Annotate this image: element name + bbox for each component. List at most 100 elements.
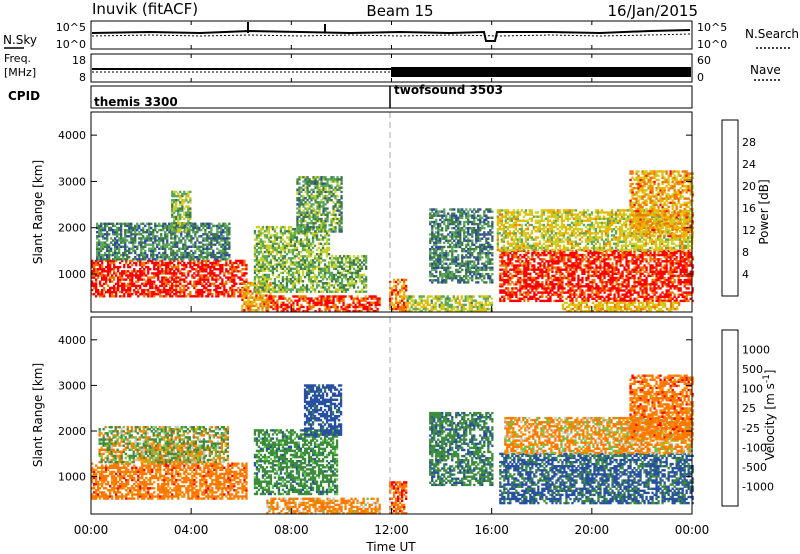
range-time-cell bbox=[305, 236, 309, 239]
range-time-cell bbox=[464, 295, 467, 298]
range-time-cell bbox=[241, 261, 244, 265]
range-time-cell bbox=[138, 258, 141, 261]
range-time-cell bbox=[515, 291, 518, 294]
range-time-cell bbox=[441, 254, 444, 257]
range-time-cell bbox=[196, 224, 199, 228]
noise-right-label: N.Search bbox=[745, 27, 799, 41]
range-time-cell bbox=[241, 274, 244, 277]
range-time-cell bbox=[275, 225, 279, 229]
range-time-cell bbox=[489, 262, 492, 265]
range-time-cell bbox=[519, 262, 522, 265]
range-time-cell bbox=[509, 297, 512, 300]
range-time-cell bbox=[314, 201, 317, 204]
range-time-cell bbox=[186, 226, 189, 230]
range-time-cell bbox=[173, 201, 176, 204]
range-time-cell bbox=[210, 253, 213, 257]
range-time-cell bbox=[459, 220, 462, 224]
range-time-cell bbox=[451, 256, 454, 259]
range-time-cell bbox=[181, 288, 184, 292]
range-time-cell bbox=[325, 290, 329, 293]
range-time-cell bbox=[265, 261, 269, 264]
range-time-cell bbox=[459, 275, 462, 278]
range-time-cell bbox=[321, 282, 325, 285]
range-time-cell bbox=[117, 284, 120, 288]
range-time-cell bbox=[112, 222, 115, 225]
range-time-cell bbox=[171, 261, 174, 265]
range-time-cell bbox=[447, 266, 450, 269]
range-time-cell bbox=[265, 230, 269, 233]
range-time-cell bbox=[235, 265, 238, 269]
range-time-cell bbox=[178, 226, 181, 230]
range-time-cell bbox=[489, 245, 492, 249]
range-time-cell bbox=[317, 253, 321, 256]
range-time-cell bbox=[281, 280, 285, 283]
range-time-cell bbox=[259, 246, 263, 250]
range-time-cell bbox=[489, 247, 492, 251]
range-time-cell bbox=[485, 266, 488, 269]
range-time-cell bbox=[197, 295, 200, 298]
range-time-cell bbox=[199, 293, 202, 296]
range-time-cell bbox=[403, 287, 406, 290]
range-time-cell bbox=[197, 261, 200, 265]
range-time-cell bbox=[465, 272, 468, 276]
range-time-cell bbox=[205, 261, 208, 265]
range-time-cell bbox=[118, 239, 121, 242]
range-time-cell bbox=[289, 242, 293, 245]
range-time-cell bbox=[317, 271, 321, 275]
range-time-cell bbox=[206, 245, 209, 248]
range-time-cell bbox=[291, 263, 295, 266]
range-time-cell bbox=[95, 286, 98, 290]
range-time-cell bbox=[471, 243, 474, 247]
range-time-cell bbox=[438, 303, 441, 307]
range-time-cell bbox=[140, 222, 143, 225]
range-time-cell bbox=[162, 256, 165, 259]
range-time-cell bbox=[201, 263, 204, 267]
range-time-cell bbox=[156, 245, 159, 248]
range-time-cell bbox=[307, 278, 311, 281]
range-time-cell bbox=[255, 296, 258, 299]
range-time-cell bbox=[340, 261, 344, 264]
range-time-cell bbox=[267, 253, 271, 256]
range-time-cell bbox=[356, 273, 360, 277]
range-time-cell bbox=[302, 184, 305, 187]
range-time-cell bbox=[449, 239, 452, 242]
range-time-cell bbox=[436, 309, 439, 313]
range-time-cell bbox=[217, 284, 220, 288]
range-time-cell bbox=[327, 288, 331, 291]
range-time-cell bbox=[266, 297, 269, 300]
range-time-cell bbox=[247, 298, 250, 301]
range-time-cell bbox=[304, 295, 307, 298]
range-time-cell bbox=[277, 257, 281, 260]
range-time-cell bbox=[340, 207, 343, 210]
range-time-cell bbox=[196, 245, 199, 248]
range-time-cell bbox=[389, 287, 392, 290]
range-time-cell bbox=[192, 256, 195, 259]
range-time-cell bbox=[127, 290, 130, 294]
range-time-cell bbox=[106, 235, 109, 238]
range-time-cell bbox=[311, 236, 315, 239]
range-time-cell bbox=[127, 263, 130, 267]
range-time-cell bbox=[224, 251, 227, 255]
range-time-cell bbox=[263, 275, 267, 279]
range-time-cell bbox=[365, 290, 368, 293]
range-time-cell bbox=[283, 250, 287, 254]
range-time-cell bbox=[129, 276, 132, 279]
range-time-cell bbox=[104, 222, 107, 225]
range-time-cell bbox=[207, 284, 210, 288]
range-time-cell bbox=[529, 262, 532, 265]
range-time-cell bbox=[130, 222, 133, 225]
range-time-cell bbox=[325, 250, 329, 254]
range-time-cell bbox=[170, 251, 173, 255]
range-time-cell bbox=[163, 278, 166, 281]
range-time-cell bbox=[169, 270, 172, 273]
range-time-cell bbox=[99, 263, 102, 267]
range-time-cell bbox=[477, 256, 480, 259]
range-time-cell bbox=[253, 238, 257, 241]
range-time-cell bbox=[149, 290, 152, 294]
range-time-cell bbox=[325, 232, 329, 235]
range-time-cell bbox=[437, 279, 440, 282]
range-time-cell bbox=[521, 297, 524, 300]
range-time-cell bbox=[309, 278, 313, 281]
range-time-cell bbox=[521, 287, 524, 290]
range-time-cell bbox=[225, 280, 228, 283]
